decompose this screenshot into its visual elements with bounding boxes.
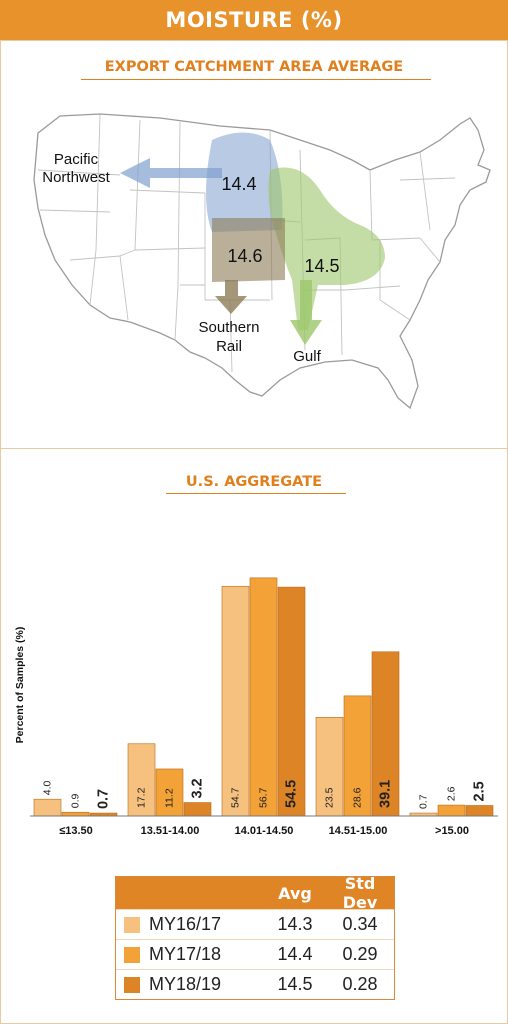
- legend-swatch-my1617: [124, 916, 140, 933]
- stats-row-label: MY18/19: [149, 974, 222, 994]
- southern-rail-value: 14.6: [227, 246, 262, 266]
- pnw-value: 14.4: [221, 174, 256, 194]
- gulf-label: Gulf: [293, 348, 321, 365]
- stats-row-sd: 0.28: [342, 974, 378, 994]
- pnw-label-line1: Pacific: [54, 151, 99, 168]
- stats-row-avg: 14.3: [277, 914, 313, 934]
- stats-header: Avg Std Dev: [116, 874, 394, 912]
- stats-row: MY18/19 14.5 0.28: [116, 969, 394, 999]
- stats-row-label: MY17/18: [149, 944, 222, 964]
- region-pnw: [120, 132, 283, 232]
- stats-row-sd: 0.34: [342, 914, 378, 934]
- us-map: 14.4 14.6 14.5 Pacific Northwest Souther…: [33, 113, 491, 410]
- legend-swatch-my1819: [124, 976, 140, 993]
- stats-row-avg: 14.5: [277, 974, 313, 994]
- legend-swatch-my1718: [124, 946, 140, 963]
- chart-title: U.S. AGGREGATE: [185, 474, 323, 490]
- chart-title-rule: [166, 493, 346, 494]
- map-title: EXPORT CATCHMENT AREA AVERAGE: [104, 59, 404, 75]
- stats-header-sd: Std Dev: [342, 874, 378, 912]
- stats-row-sd: 0.29: [342, 944, 378, 964]
- stats-table: Avg Std Dev MY16/17 14.3 0.34 MY17/18 14…: [115, 874, 395, 1000]
- southern-rail-label-line1: Southern: [199, 319, 260, 336]
- stats-row-avg: 14.4: [277, 944, 313, 964]
- banner-title: MOISTURE (%): [165, 8, 343, 32]
- stats-header-avg: Avg: [278, 883, 312, 903]
- region-gulf: [268, 167, 385, 345]
- gulf-value: 14.5: [304, 256, 339, 276]
- map-title-rule: [81, 79, 431, 80]
- stats-row: MY17/18 14.4 0.29: [116, 939, 394, 969]
- stats-row-label: MY16/17: [149, 914, 222, 934]
- southern-rail-label-line2: Rail: [216, 338, 242, 355]
- pnw-label-line2: Northwest: [42, 169, 110, 186]
- top-banner: MOISTURE (%): [0, 0, 508, 40]
- region-southern-rail: [212, 218, 285, 314]
- stats-row: MY16/17 14.3 0.34: [116, 909, 394, 939]
